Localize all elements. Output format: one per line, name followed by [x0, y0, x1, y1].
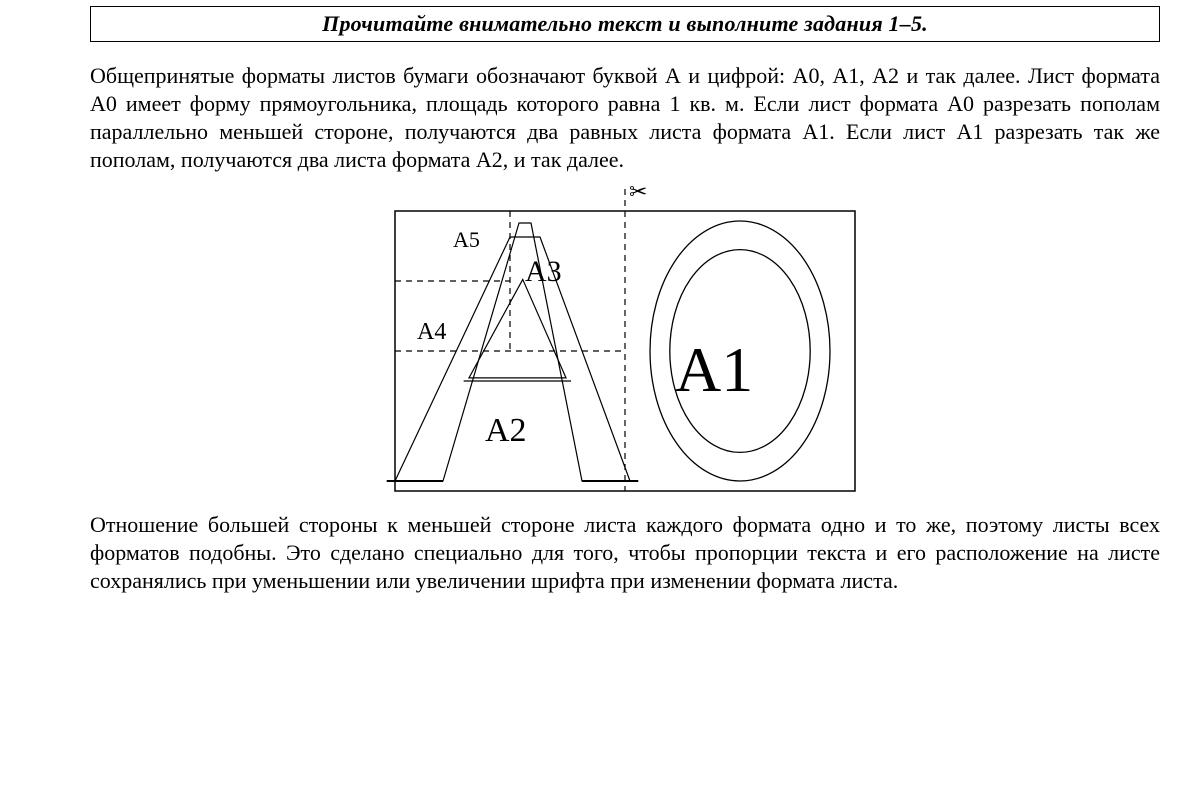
svg-text:A1: A1 [675, 334, 753, 405]
svg-text:✂: ✂ [629, 181, 647, 204]
instruction-box: Прочитайте внимательно текст и выполните… [90, 6, 1160, 42]
instruction-text: Прочитайте внимательно текст и выполните… [322, 11, 928, 36]
paper-formats-figure: ✂ A5 A3 A4 A2 A1 [385, 181, 865, 501]
svg-text:A3: A3 [525, 255, 562, 288]
svg-text:A4: A4 [417, 319, 446, 345]
svg-text:A5: A5 [453, 227, 480, 252]
figure-container: ✂ A5 A3 A4 A2 A1 [90, 181, 1160, 501]
paragraph-1: Общепринятые форматы листов бумаги обозн… [90, 62, 1160, 175]
paragraph-2: Отношение большей стороны к меньшей стор… [90, 511, 1160, 595]
svg-text:A2: A2 [485, 412, 527, 449]
page-root: Прочитайте внимательно текст и выполните… [0, 0, 1200, 806]
